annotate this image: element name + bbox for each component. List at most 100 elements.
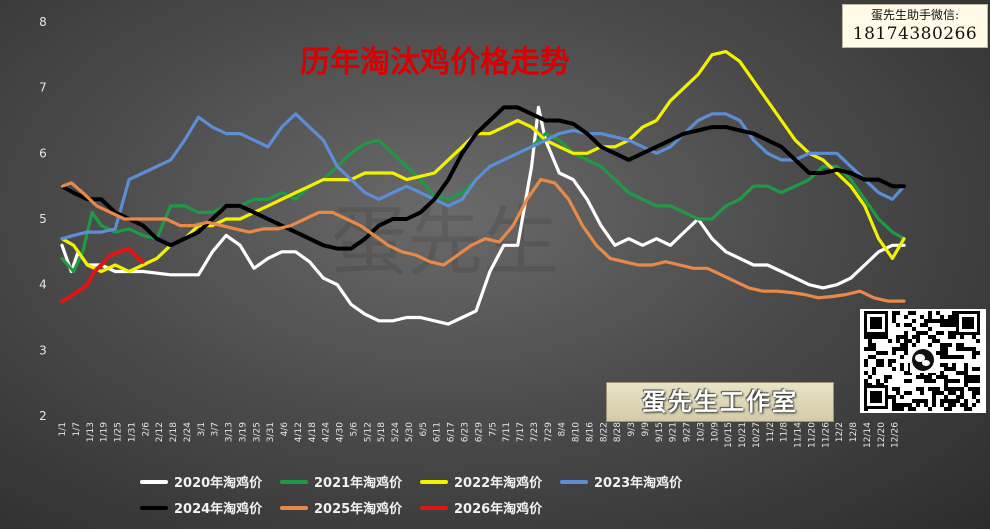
legend-swatch [280,479,308,484]
legend-item: 2024年淘鸡价 [140,498,262,517]
x-tick-label: 7/5 [488,422,498,436]
x-tick-label: 8/28 [613,422,623,442]
x-tick-label: 4/18 [308,422,318,442]
studio-banner: 蛋先生工作室 [606,382,834,422]
legend-swatch [560,479,588,484]
x-tick-label: 8/4 [558,422,568,437]
series-line [60,246,145,304]
x-tick-label: 7/11 [502,422,512,442]
x-tick-label: 10/3 [696,422,706,442]
x-tick-label: 2/24 [183,422,193,442]
x-tick-label: 9/9 [641,422,651,437]
x-tick-label: 12/20 [877,422,887,448]
x-tick-label: 4/30 [336,422,346,442]
y-tick-label: 7 [39,81,47,95]
x-tick-label: 1/7 [72,422,82,436]
x-tick-label: 1/31 [127,422,137,442]
legend-label: 2024年淘鸡价 [174,502,263,517]
chart-title: 历年淘汰鸡价格走势 [300,45,570,80]
contact-label: 蛋先生助手微信: [870,8,960,22]
x-tick-label: 2/12 [155,422,165,442]
x-tick-label: 11/26 [821,422,831,448]
legend-swatch [140,479,168,484]
legend-item: 2022年淘鸡价 [420,472,542,491]
x-tick-label: 11/2 [766,422,776,442]
x-tick-label: 3/31 [266,422,276,442]
legend-label: 2026年淘鸡价 [454,502,543,517]
x-tick-label: 12/2 [835,422,845,442]
x-tick-label: 10/21 [738,422,748,448]
x-tick-label: 10/27 [752,422,762,448]
x-tick-label: 8/22 [599,422,609,442]
x-tick-label: 9/15 [655,422,665,442]
x-tick-label: 2/6 [141,422,151,437]
x-tick-label: 6/23 [460,422,470,442]
series-line [60,105,906,326]
x-tick-label: 4/12 [294,422,304,442]
x-tick-label: 6/11 [433,422,443,442]
x-tick-label: 5/18 [377,422,387,442]
legend-swatch [280,505,308,510]
series-line [60,178,906,303]
x-tick-label: 2/18 [169,422,179,442]
x-tick-label: 5/12 [363,422,373,442]
x-tick-label: 3/7 [211,422,221,436]
x-tick-label: 12/26 [891,422,901,448]
wechat-contact-box: 蛋先生助手微信: 18174380266 [842,4,988,48]
x-tick-label: 6/17 [447,422,457,442]
legend-item: 2021年淘鸡价 [280,472,402,491]
x-tick-label: 9/3 [627,422,637,436]
x-tick-label: 12/8 [849,422,859,442]
x-tick-label: 8/16 [585,422,595,442]
y-tick-label: 6 [39,146,47,160]
legend-item: 2020年淘鸡价 [140,472,262,491]
series-line [60,49,906,274]
chart-legend: 2020年淘鸡价 2021年淘鸡价 2022年淘鸡价 2023年淘鸡价 2024年淘鸡价… [140,472,740,522]
legend-swatch [420,479,448,484]
x-tick-label: 1/25 [114,422,124,442]
x-tick-label: 10/15 [724,422,734,448]
x-tick-label: 5/24 [391,422,401,442]
x-tick-label: 5/6 [349,422,359,437]
x-tick-label: 4/24 [322,422,332,442]
x-tick-label: 3/19 [238,422,248,442]
x-tick-label: 3/25 [252,422,262,442]
x-tick-label: 5/30 [405,422,415,442]
x-tick-label: 11/20 [807,422,817,448]
x-tick-label: 6/29 [474,422,484,442]
x-tick-label: 6/5 [419,422,429,436]
legend-item: 2026年淘鸡价 [420,498,542,517]
x-tick-label: 4/6 [280,422,290,437]
x-tick-label: 11/14 [794,422,804,448]
x-tick-label: 3/1 [197,422,207,436]
x-tick-label: 12/14 [863,422,873,448]
series-line [60,112,906,241]
x-tick-label: 11/8 [780,422,790,442]
x-tick-label: 7/17 [516,422,526,442]
legend-swatch [140,505,168,510]
x-tick-label: 9/21 [669,422,679,442]
legend-label: 2025年淘鸡价 [314,502,403,517]
legend-item: 2023年淘鸡价 [560,472,682,491]
y-tick-label: 2 [39,409,47,423]
x-tick-label: 7/23 [530,422,540,442]
qr-code-icon [860,309,986,413]
x-tick-label: 1/13 [86,422,96,442]
x-tick-label: 3/13 [225,422,235,442]
y-tick-label: 5 [39,212,47,226]
x-tick-label: 1/19 [100,422,110,442]
legend-swatch [420,505,448,510]
legend-label: 2020年淘鸡价 [174,476,263,491]
legend-label: 2021年淘鸡价 [314,476,403,491]
y-tick-label: 4 [39,278,47,292]
contact-number: 18174380266 [852,24,978,44]
y-tick-label: 3 [39,343,47,357]
x-tick-label: 7/29 [544,422,554,442]
legend-label: 2022年淘鸡价 [454,476,543,491]
y-tick-label: 8 [39,15,47,29]
legend-label: 2023年淘鸡价 [594,476,683,491]
x-tick-label: 1/1 [58,422,68,436]
x-tick-label: 10/9 [710,422,720,442]
